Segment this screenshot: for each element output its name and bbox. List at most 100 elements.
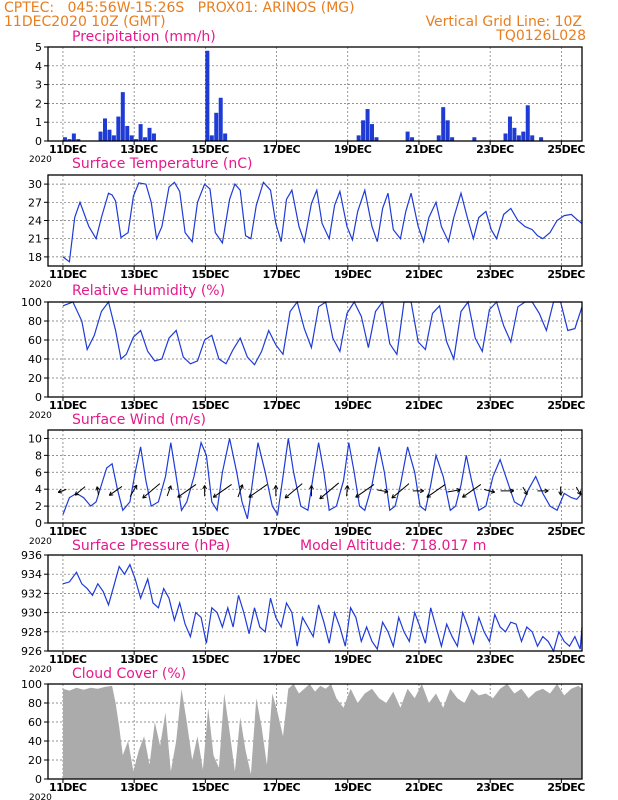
- wind-arrow-head: [355, 493, 358, 498]
- y-tick-label: 80: [28, 697, 42, 710]
- precip-bar: [507, 116, 512, 141]
- precip-bar: [450, 137, 455, 141]
- precip-bar: [129, 135, 134, 141]
- precip-bar: [472, 137, 477, 141]
- wind-arrow: [177, 484, 197, 498]
- y-tick-label: 24: [28, 215, 42, 228]
- wind-arrow: [109, 486, 123, 496]
- precip-bar: [530, 135, 535, 141]
- x-tick-label: 21DEC: [405, 143, 443, 156]
- y-tick-label: 932: [21, 587, 42, 600]
- wind-arrow-head: [108, 491, 112, 496]
- wind-arrow-head: [510, 490, 515, 494]
- wind-arrow-head: [142, 496, 147, 499]
- x-tick-label: 21DEC: [405, 653, 443, 666]
- wind-arrow: [212, 484, 232, 498]
- wind-arrow-head: [167, 485, 172, 489]
- wind-arrow: [142, 483, 161, 499]
- header-date-line: 11DEC2020 10Z (GMT): [4, 14, 166, 30]
- wind-arrow-head: [142, 494, 145, 499]
- panel-frame: [47, 429, 583, 524]
- y-tick-label: 20: [28, 754, 42, 767]
- wind-arrow-head: [284, 494, 287, 499]
- y-tick-label: 1: [35, 116, 42, 129]
- y-tick-label: 20: [28, 372, 42, 385]
- wind-arrow-head: [391, 494, 394, 499]
- wind-arrow: [346, 485, 349, 497]
- wind-arrow: [284, 483, 303, 499]
- x-tick-label: 21DEC: [405, 525, 443, 538]
- x-tick-label: 13DEC: [120, 399, 158, 412]
- panel-title: Surface Wind (m/s): [72, 412, 206, 428]
- x-tick-label: 23DEC: [476, 781, 514, 794]
- wind-arrow-head: [96, 486, 100, 491]
- x-tick-label: 19DEC: [334, 399, 372, 412]
- wind-arrow: [319, 482, 340, 500]
- header-grid-line-label: Vertical Grid Line: 10Z: [425, 14, 582, 30]
- x-tick-label: 17DEC: [263, 653, 301, 666]
- precip-bar: [445, 120, 450, 141]
- precip-bar: [147, 127, 152, 141]
- panel-annotation: Model Altitude: 718.017 m: [300, 538, 486, 554]
- y-tick-label: 928: [21, 626, 42, 639]
- wind-arrow-head: [491, 489, 496, 493]
- precip-bar: [436, 135, 441, 141]
- x-tick-label: 15DEC: [191, 399, 229, 412]
- x-tick-label: 23DEC: [476, 653, 514, 666]
- wind-arrow-head: [347, 485, 350, 490]
- y-tick-label: 27: [28, 196, 42, 209]
- panel-frame: [47, 683, 583, 780]
- panel-title: Surface Pressure (hPa): [72, 538, 230, 554]
- precip-bar: [120, 92, 125, 141]
- x-tick-label: 13DEC: [120, 781, 158, 794]
- header-code: TQ0126L028: [496, 28, 586, 44]
- y-tick-label: 8: [35, 449, 42, 462]
- precip-bar: [209, 135, 214, 141]
- y-tick-label: 100: [21, 678, 42, 691]
- wind-arrow-head: [212, 493, 216, 498]
- precip-bar: [410, 137, 415, 141]
- cloud-cover-area: [62, 684, 582, 779]
- header-station-line: CPTEC: 045:56W-15:26S PROX01: ARINOS (MG…: [4, 0, 355, 16]
- panel-2: [44, 174, 583, 270]
- x-tick-label: 11DEC: [49, 399, 87, 412]
- precip-bar: [67, 139, 72, 141]
- x-tick-label: 25DEC: [547, 268, 585, 281]
- wind-arrow: [391, 483, 410, 499]
- series-line: [62, 438, 583, 519]
- y-tick-label: 40: [28, 353, 42, 366]
- precip-bar: [116, 116, 121, 141]
- panel-title: Relative Humidity (%): [72, 283, 225, 299]
- x-tick-label: 11DEC: [49, 653, 87, 666]
- precip-bar: [151, 133, 156, 141]
- y-tick-label: 40: [28, 735, 42, 748]
- x-tick-label: 17DEC: [263, 525, 301, 538]
- wind-arrow-head: [426, 493, 430, 498]
- wind-arrow-head: [462, 493, 465, 498]
- wind-arrow: [248, 484, 268, 498]
- precip-bar: [214, 112, 219, 141]
- x-tick-label: 19DEC: [334, 653, 372, 666]
- x-tick-label: 11DEC: [49, 268, 87, 281]
- wind-arrow: [377, 489, 389, 493]
- y-tick-label: 21: [28, 233, 42, 246]
- precip-bar: [356, 135, 361, 141]
- x-tick-label: 19DEC: [334, 525, 372, 538]
- wind-arrow-head: [558, 491, 562, 496]
- precip-bar: [539, 137, 544, 141]
- x-tick-label: 25DEC: [547, 143, 585, 156]
- precip-bar: [374, 137, 379, 141]
- precip-bar: [111, 135, 116, 141]
- wind-arrow-head: [456, 489, 461, 493]
- panel-title: Cloud Cover (%): [72, 666, 186, 682]
- wind-arrow-head: [309, 485, 312, 490]
- wind-arrow: [484, 488, 495, 493]
- y-tick-label: 930: [21, 607, 42, 620]
- y-tick-label: 18: [28, 251, 42, 264]
- precip-bar: [218, 97, 223, 141]
- y-tick-label: 30: [28, 178, 42, 191]
- wind-arrow-head: [177, 493, 180, 498]
- wind-arrow: [96, 486, 100, 496]
- panel-frame: [47, 554, 583, 652]
- wind-arrow: [522, 486, 528, 495]
